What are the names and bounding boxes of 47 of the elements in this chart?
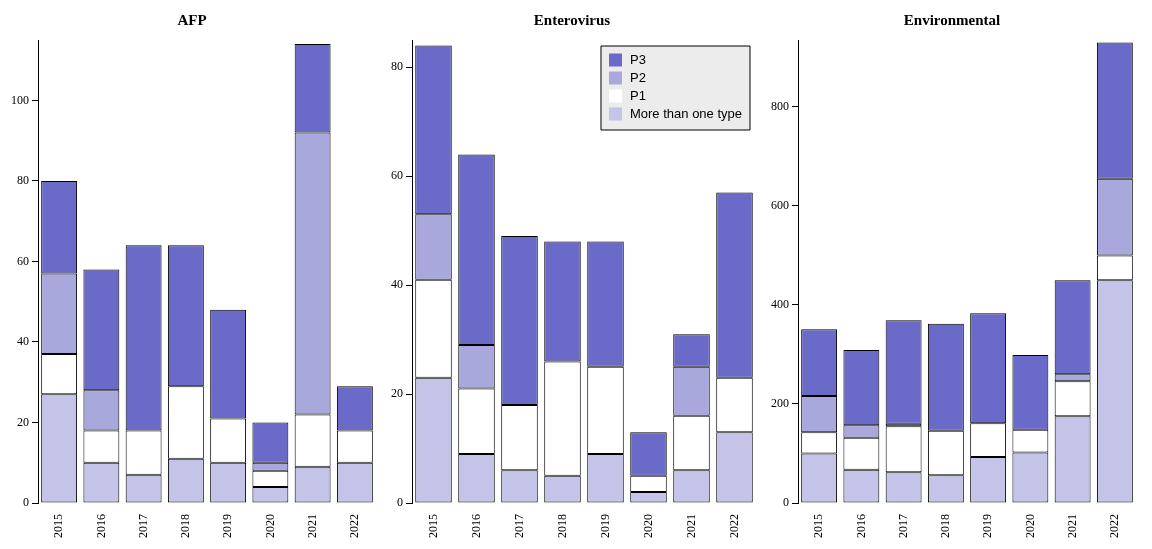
chart-title: Environmental [903,11,1001,28]
x-tick-label: 2017 [511,514,526,538]
y-tick-label: 20 [391,386,403,401]
x-tick-label: 2015 [811,514,826,538]
x-tick-label: 2016 [93,514,108,538]
chart-title: AFP [177,11,207,28]
legend-label: P1 [629,87,646,103]
x-tick-label: 2016 [853,514,868,538]
y-tick-label: 100 [11,92,29,107]
x-tick-label: 2018 [554,514,569,538]
x-tick-label: 2019 [597,514,612,538]
y-tick-label: 40 [17,334,29,349]
x-tick-label: 2015 [51,514,66,538]
y-tick-label: 0 [23,495,29,510]
y-tick-label: 40 [391,277,403,292]
legend-label: More than one type [629,105,743,121]
legend-label: P3 [629,51,646,67]
y-tick-label: 0 [397,495,403,510]
x-tick-label: 2015 [425,514,440,538]
x-tick-label: 2022 [726,514,741,538]
x-tick-label: 2017 [135,514,150,538]
x-tick-label: 2021 [1064,514,1079,538]
x-tick-label: 2020 [1022,514,1037,538]
x-tick-label: 2020 [262,514,277,538]
y-tick-label: 0 [783,495,789,510]
y-tick-label: 20 [17,414,29,429]
x-tick-label: 2022 [347,514,362,538]
y-tick-label: 80 [17,173,29,188]
x-tick-label: 2019 [980,514,995,538]
chart-title: Enterovirus [533,11,611,28]
x-tick-label: 2022 [1107,514,1122,538]
x-tick-label: 2018 [938,514,953,538]
y-tick-label: 200 [771,396,789,411]
y-tick-label: 600 [771,198,789,213]
y-tick-label: 60 [391,168,403,183]
x-tick-label: 2021 [304,514,319,538]
legend-label: P2 [629,69,646,85]
x-tick-label: 2016 [468,514,483,538]
y-tick-label: 60 [17,253,29,268]
x-tick-label: 2021 [683,514,698,538]
y-tick-label: 800 [771,99,789,114]
x-tick-label: 2018 [178,514,193,538]
y-tick-label: 400 [771,297,789,312]
y-tick-label: 80 [391,59,403,74]
x-tick-label: 2017 [895,514,910,538]
x-tick-label: 2020 [640,514,655,538]
x-tick-label: 2019 [220,514,235,538]
